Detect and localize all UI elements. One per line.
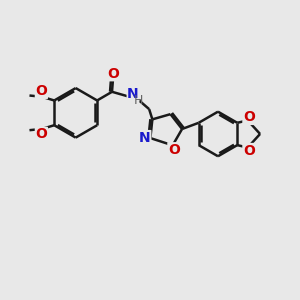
Text: O: O [35, 128, 47, 141]
Text: O: O [107, 67, 119, 81]
Text: N: N [139, 130, 151, 145]
Text: O: O [243, 110, 255, 124]
Text: O: O [35, 84, 47, 98]
Text: O: O [243, 144, 255, 158]
Text: N: N [127, 87, 139, 101]
Text: H: H [133, 94, 143, 107]
Text: O: O [168, 143, 180, 157]
